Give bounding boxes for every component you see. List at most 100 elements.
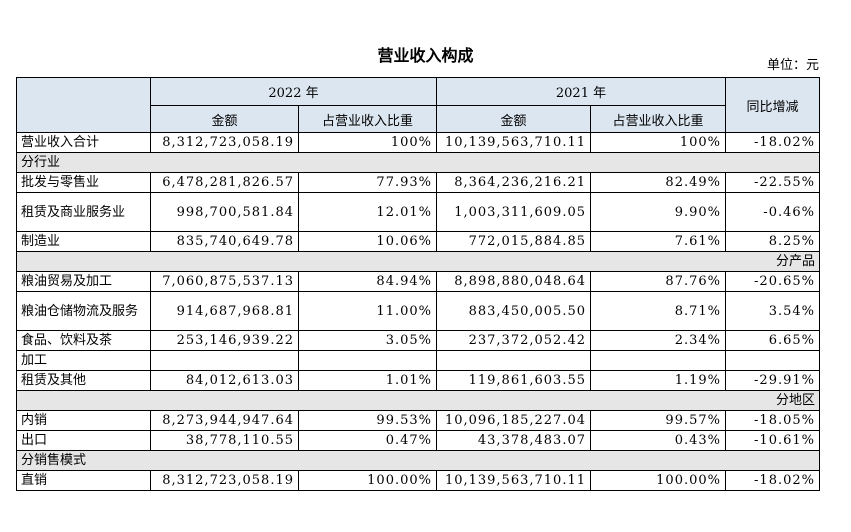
table-row: 食品、饮料及茶 253,146,939.22 3.05% 237,372,052… xyxy=(16,330,820,351)
amount-2022: 7,060,875,537.13 xyxy=(150,271,299,292)
yoy-change: -10.61% xyxy=(725,430,820,451)
share-2021: 100% xyxy=(590,132,726,153)
amount-2022: 8,273,944,947.64 xyxy=(150,410,299,431)
header-year-2022: 2022 年 xyxy=(150,77,437,106)
row-label: 制造业 xyxy=(16,231,151,252)
amount-2021: 1,003,311,609.05 xyxy=(436,192,591,232)
section-row-region: 分地区 xyxy=(16,390,820,411)
row-label: 租赁及商业服务业 xyxy=(16,192,151,232)
table-row: 粮油贸易及加工 7,060,875,537.13 84.94% 8,898,88… xyxy=(16,271,820,292)
amount-2021: 237,372,052.42 xyxy=(436,330,591,351)
header-year-2021: 2021 年 xyxy=(436,77,726,106)
yoy-change: -20.65% xyxy=(725,271,820,292)
amount-2021: 119,861,603.55 xyxy=(436,370,591,391)
row-label: 直销 xyxy=(16,470,151,491)
section-label: 分产品 xyxy=(16,251,820,272)
row-label: 食品、饮料及茶 xyxy=(16,330,151,351)
amount-2022: 835,740,649.78 xyxy=(150,231,299,252)
amount-2022: 998,700,581.84 xyxy=(150,192,299,232)
row-label: 出口 xyxy=(16,430,151,451)
share-2021: 100.00% xyxy=(590,470,726,491)
table-row: 出口 38,778,110.55 0.47% 43,378,483.07 0.4… xyxy=(16,430,820,451)
header-amount-2022: 金额 xyxy=(150,105,299,133)
share-2022: 99.53% xyxy=(298,410,437,431)
table-row-total: 营业收入合计 8,312,723,058.19 100% 10,139,563,… xyxy=(16,132,820,153)
amount-2022: 8,312,723,058.19 xyxy=(150,470,299,491)
share-2021: 8.71% xyxy=(590,291,726,331)
row-label: 内销 xyxy=(16,410,151,431)
share-2021: 87.76% xyxy=(590,271,726,292)
header-change: 同比增减 xyxy=(725,77,820,133)
section-label: 分地区 xyxy=(16,390,820,411)
share-2021: 82.49% xyxy=(590,172,726,193)
amount-2021: 772,015,884.85 xyxy=(436,231,591,252)
table-row: 直销 8,312,723,058.19 100.00% 10,139,563,7… xyxy=(16,470,820,491)
row-label: 粮油仓储物流及服务 xyxy=(16,291,151,331)
yoy-change: -0.46% xyxy=(725,192,820,232)
share-2022: 100.00% xyxy=(298,470,437,491)
table-row: 租赁及其他 84,012,613.03 1.01% 119,861,603.55… xyxy=(16,370,820,391)
share-2022: 1.01% xyxy=(298,370,437,391)
header-amount-2021: 金额 xyxy=(436,105,591,133)
unit-label: 单位：元 xyxy=(766,58,819,73)
row-label: 粮油贸易及加工 xyxy=(16,271,151,292)
amount-2022 xyxy=(150,350,299,371)
table-row: 租赁及商业服务业 998,700,581.84 12.01% 1,003,311… xyxy=(16,192,820,232)
amount-2021: 883,450,005.50 xyxy=(436,291,591,331)
table-row: 加工 xyxy=(16,350,820,371)
amount-2022: 38,778,110.55 xyxy=(150,430,299,451)
share-2021 xyxy=(590,350,726,371)
yoy-change: 6.65% xyxy=(725,330,820,351)
section-row-product: 分产品 xyxy=(16,251,820,272)
amount-2022: 253,146,939.22 xyxy=(150,330,299,351)
row-label: 营业收入合计 xyxy=(16,132,151,153)
share-2022: 11.00% xyxy=(298,291,437,331)
section-label: 分行业 xyxy=(16,152,820,173)
amount-2021: 43,378,483.07 xyxy=(436,430,591,451)
share-2022: 10.06% xyxy=(298,231,437,252)
amount-2022: 84,012,613.03 xyxy=(150,370,299,391)
table-row: 批发与零售业 6,478,281,826.57 77.93% 8,364,236… xyxy=(16,172,820,193)
share-2021: 2.34% xyxy=(590,330,726,351)
share-2021: 99.57% xyxy=(590,410,726,431)
header-blank xyxy=(16,77,151,133)
share-2021: 0.43% xyxy=(590,430,726,451)
amount-2021: 10,139,563,710.11 xyxy=(436,132,591,153)
amount-2022: 8,312,723,058.19 xyxy=(150,132,299,153)
amount-2021: 8,898,880,048.64 xyxy=(436,271,591,292)
amount-2021: 10,096,185,227.04 xyxy=(436,410,591,431)
section-row-sales: 分销售模式 xyxy=(16,450,820,471)
section-label: 分销售模式 xyxy=(16,450,820,471)
share-2022: 77.93% xyxy=(298,172,437,193)
table-title: 营业收入构成 xyxy=(377,46,474,65)
amount-2021 xyxy=(436,350,591,371)
yoy-change: -18.02% xyxy=(725,132,820,153)
amount-2021: 8,364,236,216.21 xyxy=(436,172,591,193)
share-2021: 7.61% xyxy=(590,231,726,252)
yoy-change: -22.55% xyxy=(725,172,820,193)
share-2021: 1.19% xyxy=(590,370,726,391)
share-2021: 9.90% xyxy=(590,192,726,232)
revenue-table: 2022 年 2021 年 同比增减 金额 占营业收入比重 金额 占营业收入比重… xyxy=(16,77,820,491)
row-label: 加工 xyxy=(16,350,151,371)
amount-2022: 6,478,281,826.57 xyxy=(150,172,299,193)
header-share-2021: 占营业收入比重 xyxy=(590,105,726,133)
share-2022 xyxy=(298,350,437,371)
section-row-industry: 分行业 xyxy=(16,152,820,173)
share-2022: 84.94% xyxy=(298,271,437,292)
yoy-change: -29.91% xyxy=(725,370,820,391)
row-label: 批发与零售业 xyxy=(16,172,151,193)
share-2022: 12.01% xyxy=(298,192,437,232)
yoy-change xyxy=(725,350,820,371)
table-row: 内销 8,273,944,947.64 99.53% 10,096,185,22… xyxy=(16,410,820,431)
row-label: 租赁及其他 xyxy=(16,370,151,391)
share-2022: 0.47% xyxy=(298,430,437,451)
header-share-2022: 占营业收入比重 xyxy=(298,105,437,133)
yoy-change: 3.54% xyxy=(725,291,820,331)
yoy-change: -18.02% xyxy=(725,470,820,491)
table-row: 制造业 835,740,649.78 10.06% 772,015,884.85… xyxy=(16,231,820,252)
yoy-change: -18.05% xyxy=(725,410,820,431)
amount-2021: 10,139,563,710.11 xyxy=(436,470,591,491)
amount-2022: 914,687,968.81 xyxy=(150,291,299,331)
table-row: 粮油仓储物流及服务 914,687,968.81 11.00% 883,450,… xyxy=(16,291,820,331)
